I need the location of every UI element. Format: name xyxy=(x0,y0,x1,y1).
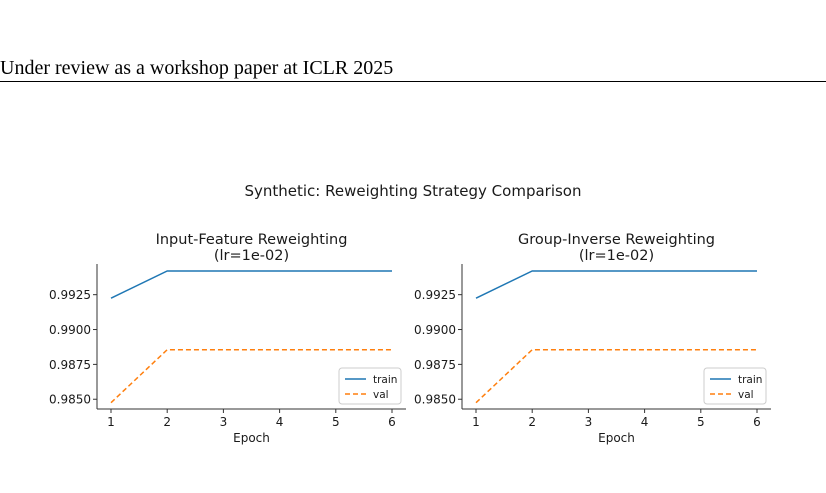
legend-label-val: val xyxy=(738,389,754,401)
legend: train val xyxy=(338,367,402,405)
y-tick-label: 0.9875 xyxy=(414,358,456,372)
y-tick-label: 0.9900 xyxy=(414,323,456,337)
x-tick-label: 2 xyxy=(528,415,536,429)
figure-suptitle: Synthetic: Reweighting Strategy Comparis… xyxy=(244,182,581,200)
x-tick-label: 1 xyxy=(107,415,115,429)
header-rule xyxy=(0,81,826,82)
x-tick-label: 1 xyxy=(472,415,480,429)
y-tick-label: 0.9925 xyxy=(414,288,456,302)
chart-title-line: (lr=1e-02) xyxy=(214,248,289,264)
legend: train val xyxy=(703,367,767,405)
series-line-train xyxy=(475,270,757,299)
x-tick-label: 2 xyxy=(163,415,171,429)
x-tick-label: 4 xyxy=(276,415,284,429)
series-line-val xyxy=(110,348,392,404)
x-tick-label: 4 xyxy=(641,415,649,429)
chart-title-line: Group-Inverse Reweighting xyxy=(518,232,715,248)
legend-box xyxy=(703,367,767,405)
page-header: Under review as a workshop paper at ICLR… xyxy=(0,57,394,79)
chart-title-line: Input-Feature Reweighting xyxy=(156,232,348,248)
chart-panel-1: Input-Feature Reweighting(lr=1e-02) 0.985… xyxy=(49,232,406,445)
series-line-train xyxy=(110,270,392,299)
legend-label-train: train xyxy=(373,374,397,386)
x-tick-label: 6 xyxy=(388,415,396,429)
x-tick-label: 6 xyxy=(753,415,761,429)
chart-panel-2: Group-Inverse Reweighting(lr=1e-02) 0.985… xyxy=(414,232,771,445)
x-axis-label: Epoch xyxy=(233,431,270,445)
x-tick-label: 5 xyxy=(697,415,705,429)
legend-label-train: train xyxy=(738,374,762,386)
x-tick-label: 3 xyxy=(220,415,228,429)
y-tick-label: 0.9925 xyxy=(49,288,91,302)
y-tick-label: 0.9900 xyxy=(49,323,91,337)
legend-label-val: val xyxy=(373,389,389,401)
x-tick-label: 5 xyxy=(332,415,340,429)
series-line-val xyxy=(475,348,757,404)
y-tick-label: 0.9850 xyxy=(414,393,456,407)
chart-title-line: (lr=1e-02) xyxy=(579,248,654,264)
legend-box xyxy=(338,367,402,405)
x-tick-label: 3 xyxy=(585,415,593,429)
x-axis-label: Epoch xyxy=(598,431,635,445)
y-tick-label: 0.9850 xyxy=(49,393,91,407)
y-tick-label: 0.9875 xyxy=(49,358,91,372)
